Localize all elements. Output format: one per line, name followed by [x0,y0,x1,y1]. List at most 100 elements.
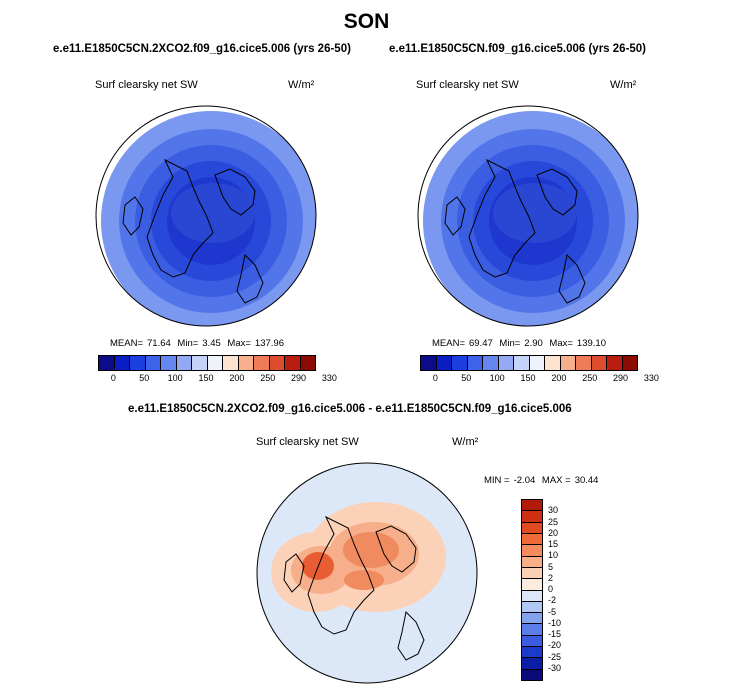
colorbar-swatch [522,500,542,512]
colorbar-swatch [522,556,542,568]
panel-2-max: 139.10 [576,338,606,349]
panel-2-units: W/m² [610,79,637,91]
colorbar-tick-label: -20 [548,640,562,651]
colorbar-swatch [114,356,130,370]
panel-1-map [95,105,317,327]
colorbar-tick-label: 250 [260,373,276,383]
colorbar-tick-label: 150 [520,373,536,383]
diff-colorbar [521,499,543,681]
panel-1-units: W/m² [288,79,315,91]
colorbar-swatch [607,356,623,370]
colorbar-swatch [207,356,223,370]
colorbar-tick-label: 5 [548,561,554,572]
panel-1-max: 137.96 [254,338,284,349]
colorbar-swatch [467,356,483,370]
diff-colorbar-ticks: 30 25 20 15 10 5 2 0 -2 -5 -10 -15 -20 -25 -30 [548,499,578,679]
diff-min: -2.04 [513,475,536,486]
colorbar-swatch [522,579,542,591]
colorbar-swatch [545,356,561,370]
panel-2-map [417,105,639,327]
colorbar-swatch [269,356,285,370]
colorbar-swatch [483,356,499,370]
colorbar-swatch [522,567,542,580]
figure-title: SON [343,10,390,33]
colorbar-tick-label: 290 [613,373,629,383]
colorbar-tick-label: 200 [551,373,567,383]
colorbar-tick-label: -30 [548,662,562,673]
colorbar-tick-label: 0 [432,373,438,383]
colorbar-swatch [285,356,301,370]
colorbar-tick-label: 0 [110,373,116,383]
colorbar-swatch [522,658,542,670]
colorbar-swatch [99,356,115,370]
colorbar-tick-label: 200 [229,373,245,383]
colorbar-swatch [522,635,542,648]
panel-1-colorbar-ticks: 0 50 100 150 200 250 290 330 [98,373,337,385]
diff-units: W/m² [452,436,479,448]
colorbar-swatch [522,522,542,534]
colorbar-swatch [576,356,592,370]
colorbar-tick-label: 0 [548,584,554,594]
panel-2-stats: MEAN= 69.47 Min= 2.90 Max= 139.10 [432,338,606,349]
colorbar-swatch [522,511,542,523]
colorbar-swatch [145,356,161,370]
diff-map [256,462,478,684]
colorbar-swatch [130,356,146,370]
panel-1-variable-label: Surf clearsky net SW [95,79,198,91]
colorbar-tick-label: 20 [548,527,559,538]
colorbar-tick-label: -10 [548,617,562,628]
panel-2-min: 2.90 [524,338,543,349]
colorbar-tick-label: 50 [461,373,472,383]
colorbar-swatch [238,356,254,370]
colorbar-swatch [522,669,542,680]
colorbar-tick-label: 150 [198,373,214,383]
panel-1-colorbar [98,355,316,371]
colorbar-swatch [522,647,542,659]
colorbar-swatch [522,601,542,614]
panel-1-case-title: e.e11.E1850C5CN.2XCO2.f09_g16.cice5.006 … [53,43,351,55]
colorbar-swatch [452,356,468,370]
colorbar-swatch [300,356,315,370]
colorbar-tick-label: 290 [291,373,307,383]
colorbar-swatch [591,356,607,370]
colorbar-swatch [176,356,192,370]
colorbar-swatch [522,545,542,557]
panel-2-colorbar [420,355,638,371]
diff-max: 30.44 [574,475,599,486]
colorbar-tick-label: -5 [548,606,557,617]
colorbar-swatch [622,356,637,370]
colorbar-tick-label: 330 [321,373,337,383]
colorbar-swatch [522,624,542,636]
panel-1-min: 3.45 [202,338,221,349]
panel-2-case-title: e.e11.E1850C5CN.f09_g16.cice5.006 (yrs 2… [389,43,647,55]
colorbar-swatch [522,590,542,602]
colorbar-tick-label: 15 [548,539,559,549]
panel-2-variable-label: Surf clearsky net SW [416,79,519,91]
colorbar-swatch [514,356,530,370]
colorbar-swatch [436,356,452,370]
colorbar-tick-label: 330 [643,373,659,383]
colorbar-tick-label: 100 [167,373,183,383]
colorbar-swatch [529,356,545,370]
colorbar-swatch [421,356,437,370]
colorbar-swatch [522,613,542,625]
colorbar-swatch [223,356,239,370]
colorbar-tick-label: 10 [548,550,559,561]
panel-1-stats: MEAN= 71.64 Min= 3.45 Max= 137.96 [110,338,284,349]
panel-1-mean: 71.64 [147,338,171,349]
colorbar-tick-label: 25 [548,516,559,527]
colorbar-swatch [192,356,208,370]
colorbar-tick-label: -2 [548,595,557,606]
colorbar-tick-label: 250 [582,373,598,383]
colorbar-swatch [522,533,542,546]
panel-2-mean: 69.47 [469,338,493,349]
colorbar-tick-label: 50 [139,373,150,383]
diff-stats: MIN = -2.04 MAX = 30.44 [484,475,599,486]
colorbar-swatch [161,356,177,370]
panel-2-colorbar-ticks: 0 50 100 150 200 250 290 330 [420,373,659,385]
colorbar-tick-label: -25 [548,651,562,662]
colorbar-tick-label: 30 [548,505,559,516]
colorbar-tick-label: -15 [548,629,562,639]
colorbar-swatch [560,356,576,370]
colorbar-tick-label: 2 [548,572,554,583]
